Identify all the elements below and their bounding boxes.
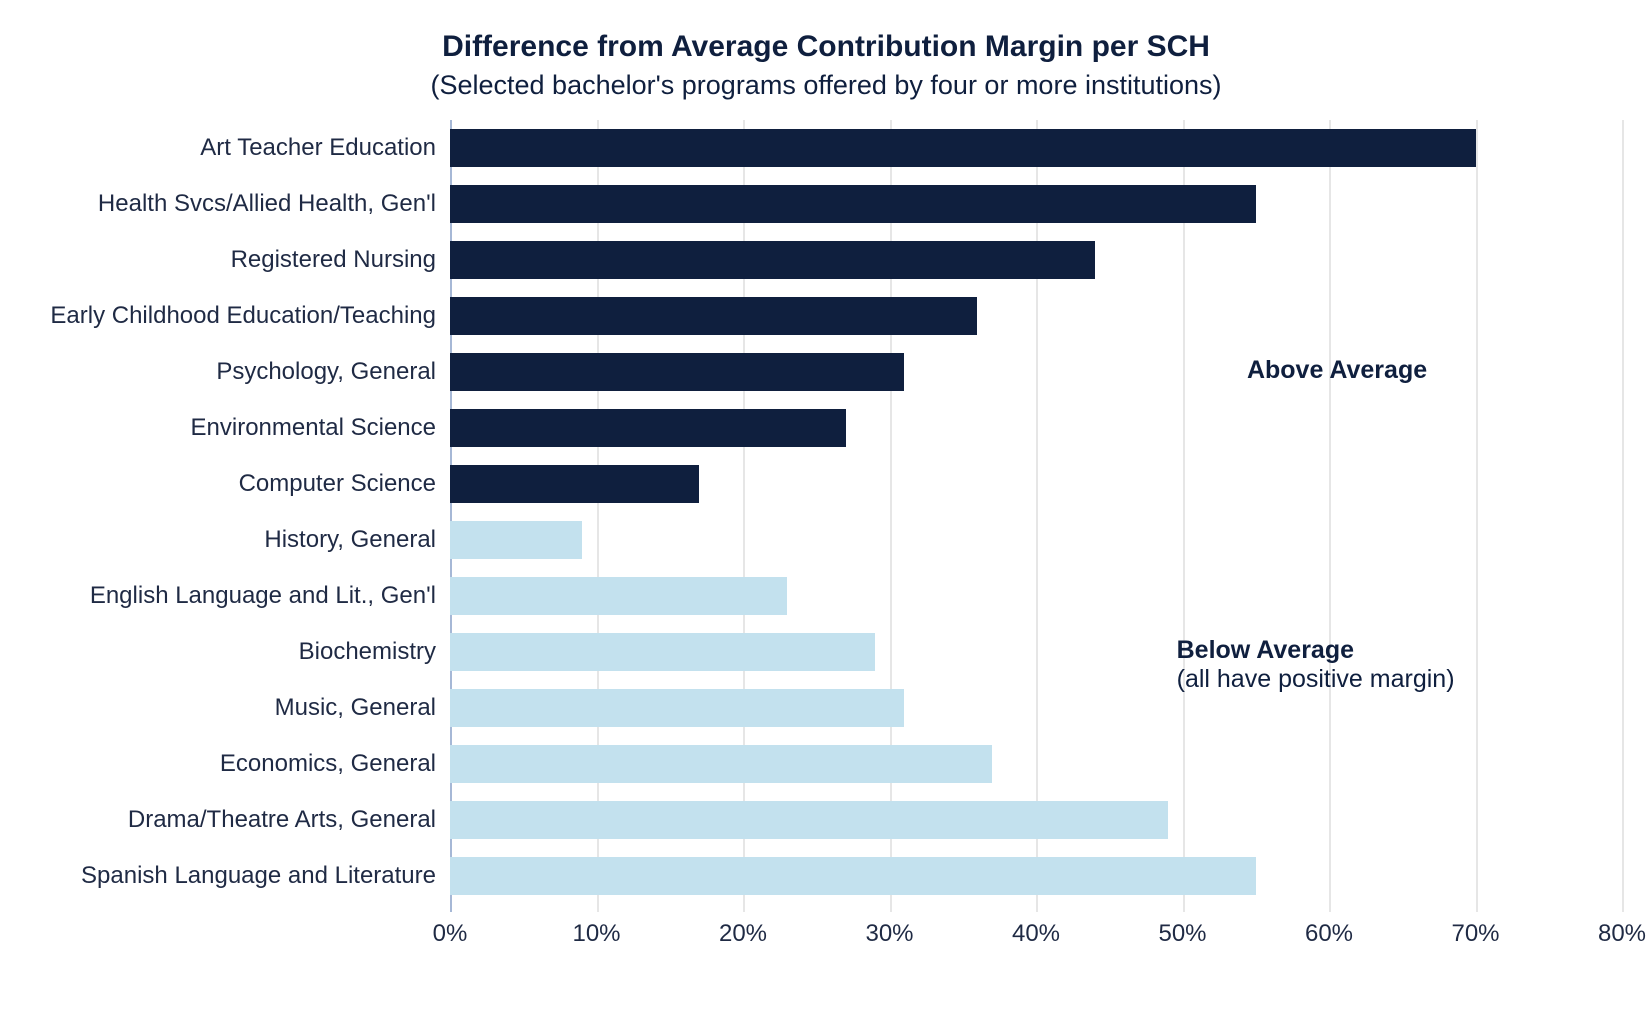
bar-row: English Language and Lit., Gen'l	[20, 568, 1622, 624]
bar	[450, 241, 1095, 279]
annotation-below: Below Average(all have positive margin)	[1177, 636, 1455, 694]
bar-label: Art Teacher Education	[20, 134, 450, 162]
chart-title: Difference from Average Contribution Mar…	[0, 0, 1652, 64]
bar-label: Computer Science	[20, 470, 450, 498]
bar-row: Drama/Theatre Arts, General	[20, 792, 1622, 848]
bar	[450, 801, 1168, 839]
bar	[450, 745, 992, 783]
bar-row: Environmental Science	[20, 400, 1622, 456]
bar	[450, 297, 977, 335]
bar-row: Health Svcs/Allied Health, Gen'l	[20, 176, 1622, 232]
bar-label: Economics, General	[20, 750, 450, 778]
grid-line	[1622, 120, 1624, 912]
x-tick-label: 40%	[1012, 920, 1060, 948]
bar	[450, 409, 846, 447]
bar-track	[450, 120, 1622, 176]
x-tick-label: 30%	[865, 920, 913, 948]
bar-label: Music, General	[20, 694, 450, 722]
bar-row: Early Childhood Education/Teaching	[20, 288, 1622, 344]
bar-track	[450, 512, 1622, 568]
bar-row: Registered Nursing	[20, 232, 1622, 288]
bar-row: Art Teacher Education	[20, 120, 1622, 176]
annotation-line2: (all have positive margin)	[1177, 665, 1455, 694]
bar-row: Economics, General	[20, 736, 1622, 792]
bar	[450, 857, 1256, 895]
bar-label: Psychology, General	[20, 358, 450, 386]
bar-track	[450, 344, 1622, 400]
chart: Difference from Average Contribution Mar…	[0, 0, 1652, 1010]
bar	[450, 577, 787, 615]
bar-track	[450, 568, 1622, 624]
annotation-line1: Below Average	[1177, 636, 1455, 665]
x-tick-label: 60%	[1305, 920, 1353, 948]
bar	[450, 353, 904, 391]
bar-label: Early Childhood Education/Teaching	[20, 302, 450, 330]
bar-track	[450, 736, 1622, 792]
bar-label: Environmental Science	[20, 414, 450, 442]
x-axis-ticks: 0%10%20%30%40%50%60%70%80%	[20, 920, 1622, 960]
bar-label: English Language and Lit., Gen'l	[20, 582, 450, 610]
bar-track	[450, 288, 1622, 344]
bar-label: History, General	[20, 526, 450, 554]
bar	[450, 129, 1476, 167]
x-tick-label: 20%	[719, 920, 767, 948]
bar-label: Biochemistry	[20, 638, 450, 666]
chart-subtitle: (Selected bachelor's programs offered by…	[0, 70, 1652, 101]
bar-label: Spanish Language and Literature	[20, 862, 450, 890]
x-tick-label: 0%	[433, 920, 468, 948]
bar-track	[450, 232, 1622, 288]
bar	[450, 185, 1256, 223]
bar	[450, 633, 875, 671]
bar	[450, 465, 699, 503]
bar	[450, 521, 582, 559]
bar	[450, 689, 904, 727]
bar-row: History, General	[20, 512, 1622, 568]
annotation-line1: Above Average	[1247, 356, 1427, 385]
bar-label: Health Svcs/Allied Health, Gen'l	[20, 190, 450, 218]
x-tick-label: 50%	[1158, 920, 1206, 948]
bar-row: Spanish Language and Literature	[20, 848, 1622, 904]
plot-area: 0%10%20%30%40%50%60%70%80%Art Teacher Ed…	[20, 120, 1622, 920]
bar-label: Registered Nursing	[20, 246, 450, 274]
bar-track	[450, 848, 1622, 904]
bar-track	[450, 176, 1622, 232]
x-tick-label: 70%	[1451, 920, 1499, 948]
bar-row: Computer Science	[20, 456, 1622, 512]
x-tick-label: 80%	[1598, 920, 1646, 948]
bar-label: Drama/Theatre Arts, General	[20, 806, 450, 834]
bar-track	[450, 400, 1622, 456]
bar-track	[450, 456, 1622, 512]
annotation-above: Above Average	[1247, 356, 1427, 385]
bar-track	[450, 792, 1622, 848]
x-tick-label: 10%	[572, 920, 620, 948]
